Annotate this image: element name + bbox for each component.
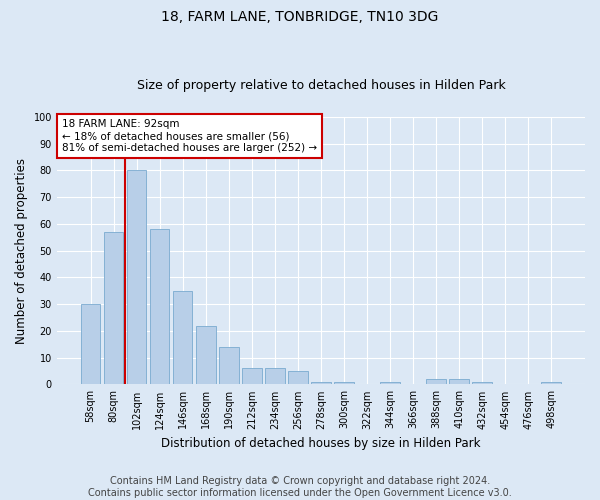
Text: 18, FARM LANE, TONBRIDGE, TN10 3DG: 18, FARM LANE, TONBRIDGE, TN10 3DG xyxy=(161,10,439,24)
Bar xyxy=(242,368,262,384)
Bar xyxy=(380,382,400,384)
Bar xyxy=(311,382,331,384)
Bar xyxy=(127,170,146,384)
Bar xyxy=(472,382,492,384)
Text: 18 FARM LANE: 92sqm
← 18% of detached houses are smaller (56)
81% of semi-detach: 18 FARM LANE: 92sqm ← 18% of detached ho… xyxy=(62,120,317,152)
Title: Size of property relative to detached houses in Hilden Park: Size of property relative to detached ho… xyxy=(137,79,505,92)
X-axis label: Distribution of detached houses by size in Hilden Park: Distribution of detached houses by size … xyxy=(161,437,481,450)
Bar xyxy=(334,382,354,384)
Bar xyxy=(173,291,193,384)
Bar xyxy=(196,326,215,384)
Y-axis label: Number of detached properties: Number of detached properties xyxy=(15,158,28,344)
Bar xyxy=(288,371,308,384)
Bar xyxy=(81,304,100,384)
Bar xyxy=(541,382,561,384)
Text: Contains HM Land Registry data © Crown copyright and database right 2024.
Contai: Contains HM Land Registry data © Crown c… xyxy=(88,476,512,498)
Bar xyxy=(265,368,284,384)
Bar xyxy=(449,379,469,384)
Bar xyxy=(150,229,169,384)
Bar xyxy=(426,379,446,384)
Bar xyxy=(219,347,239,385)
Bar xyxy=(104,232,124,384)
